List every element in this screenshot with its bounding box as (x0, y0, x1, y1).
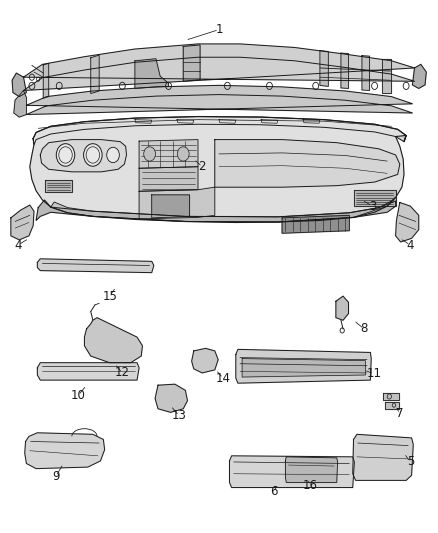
Polygon shape (135, 59, 169, 88)
Polygon shape (36, 200, 396, 222)
Polygon shape (183, 45, 200, 81)
Polygon shape (282, 215, 350, 233)
Text: 2: 2 (198, 160, 206, 173)
Polygon shape (242, 359, 365, 377)
Polygon shape (396, 203, 419, 242)
Polygon shape (230, 456, 354, 488)
Polygon shape (85, 318, 142, 362)
Polygon shape (14, 91, 26, 117)
Text: 5: 5 (406, 456, 414, 469)
Text: 3: 3 (369, 200, 376, 213)
Polygon shape (43, 63, 49, 98)
Polygon shape (45, 180, 72, 192)
Polygon shape (303, 119, 320, 123)
Polygon shape (215, 140, 400, 187)
Circle shape (56, 144, 75, 166)
Polygon shape (385, 402, 399, 409)
Polygon shape (51, 197, 396, 222)
Polygon shape (152, 195, 190, 218)
Text: 14: 14 (215, 372, 231, 384)
Circle shape (177, 147, 189, 161)
Polygon shape (139, 187, 215, 219)
Polygon shape (383, 393, 399, 400)
Text: 10: 10 (71, 389, 85, 402)
Circle shape (144, 147, 155, 161)
Text: 12: 12 (115, 366, 130, 379)
Polygon shape (236, 350, 371, 383)
Polygon shape (192, 349, 218, 373)
Text: 16: 16 (303, 479, 318, 492)
Polygon shape (24, 44, 414, 91)
Polygon shape (353, 434, 413, 480)
Polygon shape (139, 167, 198, 191)
Text: 6: 6 (270, 485, 277, 498)
Polygon shape (320, 51, 328, 86)
Text: 8: 8 (360, 322, 368, 335)
Circle shape (84, 144, 102, 166)
Polygon shape (26, 85, 413, 115)
Polygon shape (413, 64, 426, 88)
Text: 15: 15 (102, 289, 117, 303)
Polygon shape (286, 457, 338, 482)
Polygon shape (40, 140, 127, 172)
Polygon shape (155, 384, 187, 413)
Polygon shape (37, 362, 139, 380)
Polygon shape (30, 117, 406, 222)
Polygon shape (382, 59, 391, 93)
Polygon shape (91, 55, 99, 94)
Text: 11: 11 (366, 367, 381, 381)
Text: 9: 9 (52, 470, 60, 483)
Text: 7: 7 (396, 407, 403, 421)
Polygon shape (219, 119, 236, 123)
Polygon shape (261, 119, 278, 123)
Polygon shape (353, 190, 396, 206)
Text: 1: 1 (215, 23, 223, 36)
Polygon shape (135, 119, 152, 123)
Polygon shape (139, 140, 198, 168)
Polygon shape (25, 433, 105, 469)
Text: 13: 13 (172, 409, 187, 423)
Polygon shape (341, 53, 349, 88)
Text: 4: 4 (406, 238, 414, 252)
Polygon shape (33, 117, 406, 145)
Text: 4: 4 (14, 238, 22, 252)
Polygon shape (37, 259, 154, 273)
Circle shape (107, 147, 119, 163)
Polygon shape (177, 119, 194, 123)
Polygon shape (12, 73, 26, 96)
Polygon shape (11, 205, 34, 240)
Polygon shape (362, 55, 370, 91)
Polygon shape (336, 296, 349, 320)
